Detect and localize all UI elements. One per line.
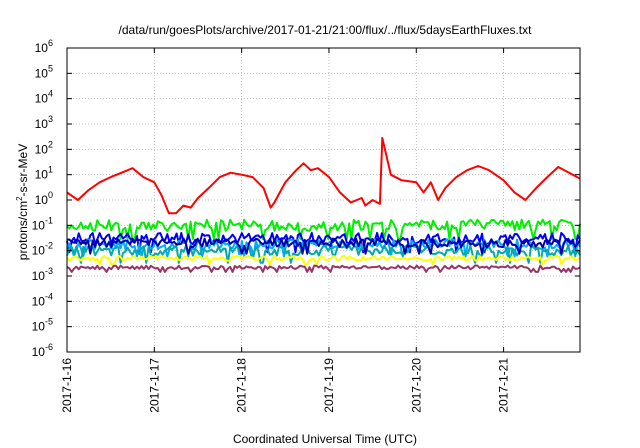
y-tick-label: 105 — [35, 63, 53, 80]
series-layer — [66, 137, 581, 273]
y-axis-label: protons/cm2-s-sr-MeV — [15, 144, 30, 260]
y-tick-label: 10-3 — [32, 266, 53, 283]
y-tick-label: 104 — [35, 89, 53, 106]
plot-frame — [66, 47, 581, 353]
y-tick-label: 102 — [35, 139, 53, 156]
x-tick-label: 2017-1-17 — [147, 358, 161, 413]
chart-title: /data/run/goesPlots/archive/2017-01-21/2… — [119, 23, 533, 37]
y-tick-label: 10-5 — [32, 317, 53, 334]
y-tick-label: 10-6 — [32, 342, 53, 359]
y-tick-label: 10-1 — [32, 215, 53, 232]
y-tick-label: 106 — [35, 38, 53, 55]
y-tick-label: 10-2 — [32, 241, 53, 258]
x-tick-label: 2017-1-20 — [409, 358, 423, 413]
x-tick-label: 2017-1-19 — [322, 358, 336, 413]
y-axis-label-sup: 2 — [15, 196, 24, 201]
series-line — [66, 218, 581, 240]
chart-grid — [66, 47, 580, 353]
series-line — [66, 237, 581, 255]
y-tick-label: 10-4 — [32, 291, 53, 308]
series-line — [66, 254, 581, 266]
y-axis-label-base: protons/cm — [16, 201, 30, 260]
series-line — [66, 137, 581, 215]
axis-ticks: 10-6 10-5 10-4 10-3 10-2 10-1 100 101 102 103 104 1… — [32, 38, 580, 413]
series-line — [66, 244, 581, 264]
y-tick-label: 100 — [35, 190, 53, 207]
y-tick-label: 101 — [35, 165, 53, 182]
series-line — [66, 264, 581, 273]
y-tick-label: 103 — [35, 114, 53, 131]
y-axis-label-rest: -s-sr-MeV — [16, 144, 30, 197]
x-tick-label: 2017-1-18 — [235, 358, 249, 413]
x-tick-label: 2017-1-21 — [497, 358, 511, 413]
x-tick-label: 2017-1-16 — [60, 358, 74, 413]
x-axis-label: Coordinated Universal Time (UTC) — [233, 432, 417, 446]
